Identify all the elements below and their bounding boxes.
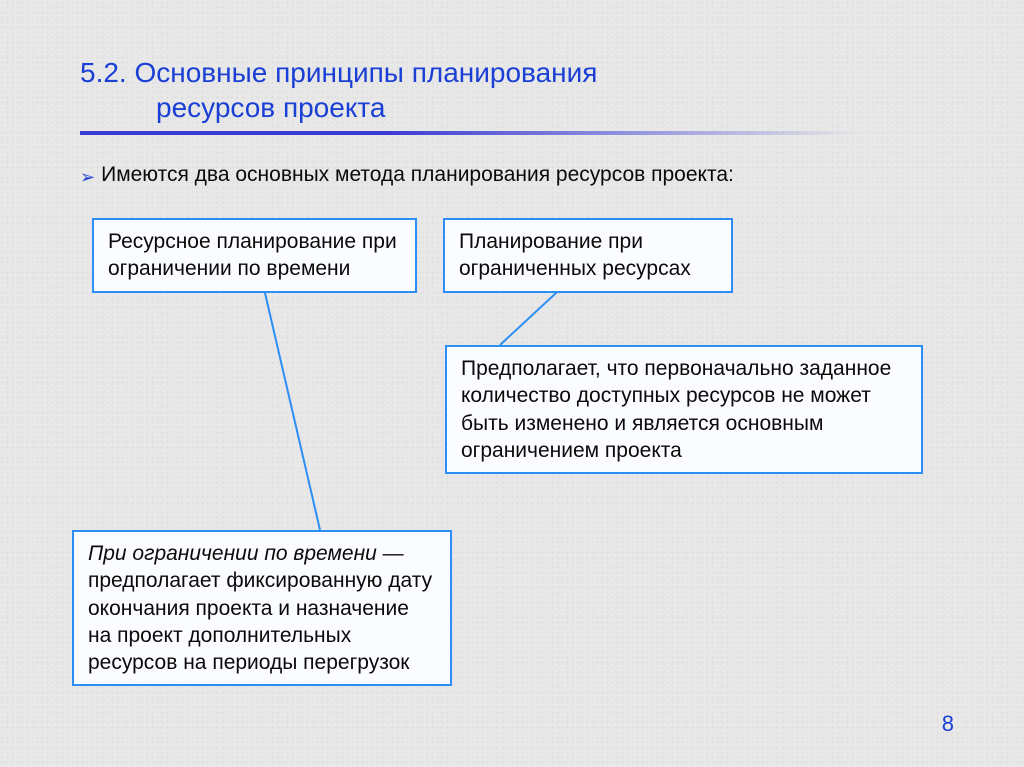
slide: 5.2. Основные принципы планирования ресу… [0,0,1024,767]
box-desc-resource: Предполагает, что первоначально заданное… [445,345,923,474]
box-desc-time-lead: При ограничении по времени [88,542,377,565]
box-method-resource-text: Планирование при ограниченных ресурсах [459,230,691,280]
intro-line: ➢ Имеются два основных метода планирован… [80,163,944,191]
intro-text: Имеются два основных метода планирования… [101,163,734,187]
box-method-resource: Планирование при ограниченных ресурсах [443,218,733,293]
connector-time [262,280,320,530]
bullet-icon: ➢ [80,163,95,191]
box-method-time: Ресурсное планирование при ограничении п… [92,218,417,293]
title-line-2: ресурсов проекта [80,90,944,125]
title-underline [80,131,944,135]
box-method-time-text: Ресурсное планирование при ограничении п… [108,230,397,280]
slide-title: 5.2. Основные принципы планирования ресу… [80,55,944,135]
box-desc-resource-text: Предполагает, что первоначально заданное… [461,357,891,462]
page-number: 8 [942,711,954,737]
title-line-1: 5.2. Основные принципы планирования [80,55,944,90]
box-desc-time: При ограничении по времени — предполагае… [72,530,452,686]
